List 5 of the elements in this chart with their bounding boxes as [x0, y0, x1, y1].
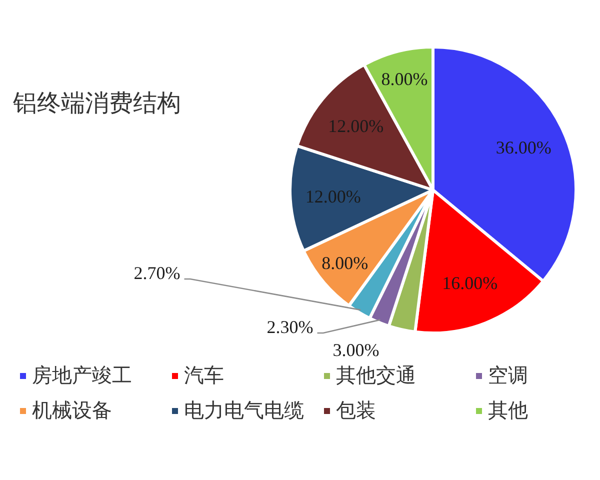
legend-label: 包装	[336, 400, 376, 422]
legend-label: 空调	[488, 365, 528, 387]
legend-label: 其他	[488, 400, 528, 422]
title: 铝终端消费结构	[13, 91, 181, 117]
legend-label: 汽车	[184, 365, 224, 387]
